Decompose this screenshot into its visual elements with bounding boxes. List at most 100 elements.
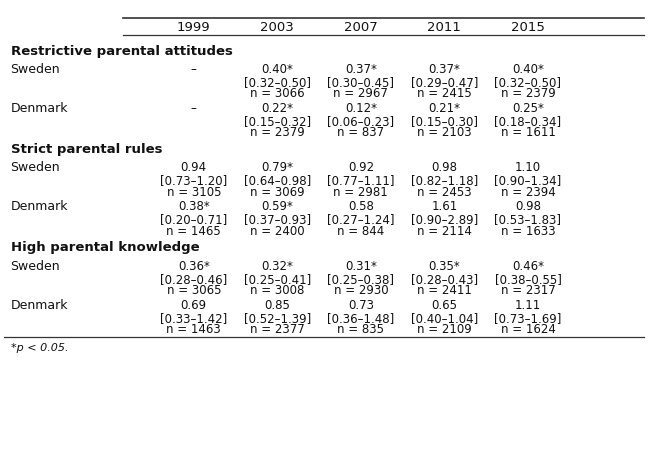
Text: [0.27–1.24]: [0.27–1.24] [327, 213, 395, 227]
Text: n = 2114: n = 2114 [417, 225, 472, 238]
Text: n = 2400: n = 2400 [250, 225, 305, 238]
Text: n = 2967: n = 2967 [333, 88, 388, 100]
Text: 0.65: 0.65 [432, 299, 458, 312]
Text: [0.15–0.30]: [0.15–0.30] [411, 115, 478, 128]
Text: Sweden: Sweden [10, 63, 61, 76]
Text: 0.25*: 0.25* [512, 102, 544, 115]
Text: 0.85: 0.85 [264, 299, 290, 312]
Text: 0.22*: 0.22* [261, 102, 294, 115]
Text: [0.25–0.38]: [0.25–0.38] [327, 273, 395, 285]
Text: Sweden: Sweden [10, 260, 61, 273]
Text: Denmark: Denmark [10, 299, 68, 312]
Text: 2015: 2015 [511, 21, 545, 34]
Text: [0.90–2.89]: [0.90–2.89] [411, 213, 478, 227]
Text: [0.28–0.46]: [0.28–0.46] [160, 273, 227, 285]
Text: 0.59*: 0.59* [261, 200, 293, 213]
Text: n = 1624: n = 1624 [501, 323, 555, 336]
Text: n = 3065: n = 3065 [167, 284, 221, 297]
Text: [0.64–0.98]: [0.64–0.98] [243, 174, 311, 187]
Text: [0.53–1.83]: [0.53–1.83] [495, 213, 561, 227]
Text: Restrictive parental attitudes: Restrictive parental attitudes [10, 44, 232, 58]
Text: n = 3008: n = 3008 [250, 284, 305, 297]
Text: 0.98: 0.98 [515, 200, 541, 213]
Text: n = 844: n = 844 [337, 225, 385, 238]
Text: 0.37*: 0.37* [428, 63, 460, 76]
Text: 1.61: 1.61 [431, 200, 458, 213]
Text: 0.21*: 0.21* [428, 102, 460, 115]
Text: [0.33–1.42]: [0.33–1.42] [160, 312, 227, 325]
Text: n = 2109: n = 2109 [417, 323, 472, 336]
Text: 0.32*: 0.32* [261, 260, 293, 273]
Text: [0.73–1.20]: [0.73–1.20] [160, 174, 227, 187]
Text: [0.36–1.48]: [0.36–1.48] [327, 312, 395, 325]
Text: 0.73: 0.73 [348, 299, 374, 312]
Text: n = 2379: n = 2379 [501, 88, 555, 100]
Text: 0.98: 0.98 [432, 161, 458, 175]
Text: n = 1463: n = 1463 [167, 323, 221, 336]
Text: n = 1611: n = 1611 [501, 126, 555, 139]
Text: [0.25–0.41]: [0.25–0.41] [243, 273, 311, 285]
Text: 1999: 1999 [177, 21, 210, 34]
Text: n = 835: n = 835 [337, 323, 384, 336]
Text: n = 2377: n = 2377 [250, 323, 305, 336]
Text: [0.06–0.23]: [0.06–0.23] [327, 115, 395, 128]
Text: 2011: 2011 [428, 21, 462, 34]
Text: 0.12*: 0.12* [345, 102, 377, 115]
Text: n = 2930: n = 2930 [333, 284, 388, 297]
Text: 0.94: 0.94 [181, 161, 207, 175]
Text: n = 2394: n = 2394 [501, 186, 555, 199]
Text: [0.90–1.34]: [0.90–1.34] [494, 174, 562, 187]
Text: n = 2317: n = 2317 [501, 284, 555, 297]
Text: n = 3069: n = 3069 [250, 186, 305, 199]
Text: n = 1465: n = 1465 [167, 225, 221, 238]
Text: [0.32–0.50]: [0.32–0.50] [244, 76, 311, 89]
Text: 0.46*: 0.46* [512, 260, 544, 273]
Text: [0.82–1.18]: [0.82–1.18] [411, 174, 478, 187]
Text: [0.40–1.04]: [0.40–1.04] [411, 312, 478, 325]
Text: High parental knowledge: High parental knowledge [10, 241, 199, 254]
Text: [0.38–0.55]: [0.38–0.55] [495, 273, 561, 285]
Text: [0.32–0.50]: [0.32–0.50] [495, 76, 561, 89]
Text: 0.79*: 0.79* [261, 161, 294, 175]
Text: 0.35*: 0.35* [428, 260, 460, 273]
Text: [0.37–0.93]: [0.37–0.93] [243, 213, 311, 227]
Text: 0.40*: 0.40* [261, 63, 293, 76]
Text: n = 2103: n = 2103 [417, 126, 472, 139]
Text: 0.37*: 0.37* [345, 63, 377, 76]
Text: Sweden: Sweden [10, 161, 61, 175]
Text: n = 837: n = 837 [337, 126, 384, 139]
Text: 1.10: 1.10 [515, 161, 541, 175]
Text: [0.29–0.47]: [0.29–0.47] [411, 76, 478, 89]
Text: n = 2415: n = 2415 [417, 88, 472, 100]
Text: 0.92: 0.92 [348, 161, 374, 175]
Text: Denmark: Denmark [10, 102, 68, 115]
Text: n = 2411: n = 2411 [417, 284, 472, 297]
Text: 0.69: 0.69 [181, 299, 207, 312]
Text: [0.73–1.69]: [0.73–1.69] [494, 312, 562, 325]
Text: n = 1633: n = 1633 [501, 225, 555, 238]
Text: 0.38*: 0.38* [178, 200, 210, 213]
Text: [0.15–0.32]: [0.15–0.32] [243, 115, 311, 128]
Text: [0.52–1.39]: [0.52–1.39] [243, 312, 311, 325]
Text: n = 2379: n = 2379 [250, 126, 305, 139]
Text: 0.40*: 0.40* [512, 63, 544, 76]
Text: 0.36*: 0.36* [178, 260, 210, 273]
Text: [0.28–0.43]: [0.28–0.43] [411, 273, 478, 285]
Text: 0.31*: 0.31* [345, 260, 377, 273]
Text: [0.30–0.45]: [0.30–0.45] [327, 76, 395, 89]
Text: 2003: 2003 [260, 21, 294, 34]
Text: n = 2453: n = 2453 [417, 186, 472, 199]
Text: [0.20–0.71]: [0.20–0.71] [160, 213, 227, 227]
Text: [0.18–0.34]: [0.18–0.34] [494, 115, 562, 128]
Text: 2007: 2007 [344, 21, 378, 34]
Text: –: – [191, 63, 197, 76]
Text: n = 3066: n = 3066 [250, 88, 305, 100]
Text: *p < 0.05.: *p < 0.05. [10, 344, 68, 353]
Text: Strict parental rules: Strict parental rules [10, 143, 162, 156]
Text: n = 2981: n = 2981 [333, 186, 388, 199]
Text: n = 3105: n = 3105 [167, 186, 221, 199]
Text: 0.58: 0.58 [348, 200, 374, 213]
Text: [0.77–1.11]: [0.77–1.11] [327, 174, 395, 187]
Text: 1.11: 1.11 [515, 299, 541, 312]
Text: –: – [191, 102, 197, 115]
